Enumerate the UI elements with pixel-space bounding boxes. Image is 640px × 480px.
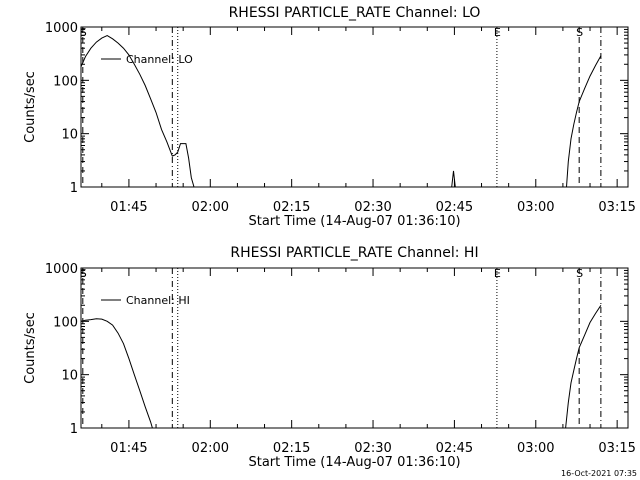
data-series-line: [81, 35, 195, 187]
x-tick-label: 02:15: [273, 200, 310, 215]
x-tick-label: 01:45: [110, 200, 147, 215]
event-marker-label: S: [576, 267, 583, 280]
generated-timestamp: 16-Oct-2021 07:35: [561, 469, 637, 478]
x-tick-label: 02:45: [436, 441, 473, 456]
x-tick-label: 01:45: [110, 441, 147, 456]
x-tick-label: 03:00: [517, 441, 554, 456]
x-tick-label: 03:15: [598, 200, 635, 215]
data-series-line: [81, 318, 153, 428]
event-marker-label: S: [576, 26, 583, 39]
x-tick-label: 02:15: [273, 441, 310, 456]
chart-panel-1: RHESSI PARTICLE_RATE Channel: LO 1 10 100 10…: [23, 5, 636, 229]
plot-frame: [80, 26, 629, 188]
y-tick-label: 1000: [45, 262, 78, 277]
x-tick-label: 02:45: [436, 200, 473, 215]
event-marker-label: E: [494, 267, 501, 280]
y-tick-label: 1: [70, 422, 78, 437]
y-tick-label: 10: [61, 369, 78, 384]
event-marker-label: E: [494, 26, 501, 39]
y-axis-label: Counts/sec: [23, 71, 38, 143]
y-tick-label: 100: [53, 315, 78, 330]
x-tick-label: 02:00: [192, 200, 229, 215]
event-marker-label: S: [80, 267, 87, 280]
y-tick-label: 1: [70, 181, 78, 196]
y-tick-label: 10: [61, 128, 78, 143]
chart-title: RHESSI PARTICLE_RATE Channel: LO: [229, 5, 481, 21]
data-series-line: [565, 305, 602, 428]
legend-label: Channel: HI: [126, 294, 190, 307]
chart-panel-2: RHESSI PARTICLE_RATE Channel: HI 1 10 100 10…: [23, 245, 636, 470]
y-tick-label: 1000: [45, 21, 78, 36]
event-marker-label: S: [80, 26, 87, 39]
plot-frame: [80, 267, 629, 429]
x-axis-label: Start Time (14-Aug-07 01:36:10): [248, 214, 460, 229]
y-tick-label: 100: [53, 74, 78, 89]
x-tick-label: 02:30: [354, 200, 391, 215]
legend-label: Channel: LO: [126, 53, 193, 66]
x-tick-label: 02:00: [192, 441, 229, 456]
x-tick-label: 03:15: [598, 441, 635, 456]
data-series-line: [451, 170, 456, 187]
y-axis-label: Counts/sec: [23, 312, 38, 384]
x-tick-label: 02:30: [354, 441, 391, 456]
chart-title: RHESSI PARTICLE_RATE Channel: HI: [230, 245, 478, 261]
x-axis-label: Start Time (14-Aug-07 01:36:10): [248, 455, 460, 470]
data-series-line: [566, 55, 602, 187]
x-tick-label: 03:00: [517, 200, 554, 215]
